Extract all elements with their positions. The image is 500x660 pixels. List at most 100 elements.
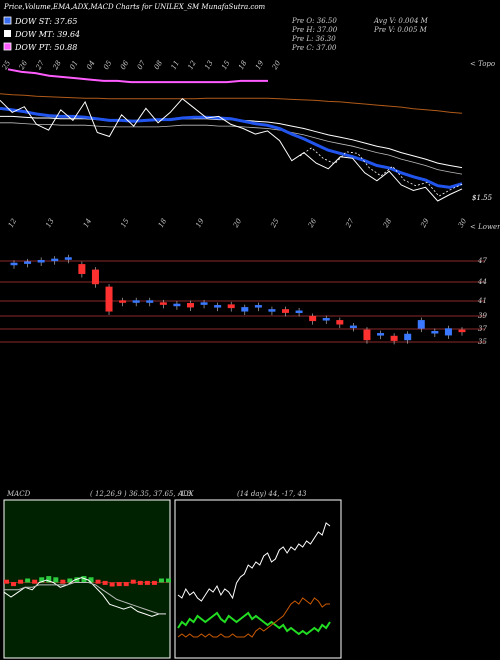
macd-histogram-bar xyxy=(102,580,108,585)
macd-histogram-bar xyxy=(39,577,45,583)
mid-panel-label: < Lower xyxy=(470,223,500,231)
candle-body xyxy=(146,300,154,303)
info-close: Pre C: 37.00 xyxy=(291,44,337,52)
date-tick-top: 06 xyxy=(119,59,131,71)
candle-body xyxy=(295,310,303,314)
candle-body xyxy=(336,320,344,325)
date-tick-bottom: 25 xyxy=(269,217,281,230)
macd-histogram-bar xyxy=(11,582,17,587)
date-tick-bottom: 29 xyxy=(419,217,431,230)
candle-body xyxy=(78,264,86,274)
macd-histogram-bar xyxy=(158,578,164,583)
date-tick-top: 26 xyxy=(17,59,29,72)
date-tick-bottom: 18 xyxy=(157,217,169,229)
date-tick-top: 04 xyxy=(85,59,96,71)
candle-body xyxy=(10,262,18,266)
date-tick-bottom: 30 xyxy=(457,217,469,229)
macd-histogram-bar xyxy=(137,580,143,585)
macd-histogram-bar xyxy=(81,576,87,583)
candle-body xyxy=(377,333,385,336)
date-tick-top: 07 xyxy=(136,59,148,71)
date-tick-top: 27 xyxy=(34,59,46,72)
info-low: Pre L: 36.30 xyxy=(291,35,336,43)
macd-histogram-bar xyxy=(116,582,122,587)
date-tick-top: 05 xyxy=(102,59,114,71)
macd-histogram-bar xyxy=(123,582,129,587)
series-line-ema-long xyxy=(0,93,463,114)
legend-item-pt: DOW PT: 50.88 xyxy=(3,42,77,52)
macd-histogram-bar xyxy=(46,576,52,583)
price-level-label: 37 xyxy=(478,325,487,333)
date-tick-bottom: 28 xyxy=(381,217,393,230)
date-tick-top: 12 xyxy=(186,59,198,71)
date-tick-bottom: 19 xyxy=(194,217,206,229)
date-tick-bottom: 20 xyxy=(231,217,243,230)
candle-body xyxy=(186,303,194,308)
candle-body xyxy=(390,335,398,341)
candle-body xyxy=(91,269,99,285)
date-tick-top: 18 xyxy=(237,59,249,71)
last-price-label: $1.55 xyxy=(472,194,493,202)
price-level-label: 35 xyxy=(478,338,487,346)
info-avg-volume: Avg V: 0.004 M xyxy=(373,17,429,25)
candle-body xyxy=(309,315,317,322)
date-tick-top: 20 xyxy=(270,59,282,72)
date-tick-bottom: 26 xyxy=(306,217,318,230)
legend-label-mt: DOW MT: 39.64 xyxy=(14,30,80,39)
legend: DOW ST: 37.65 DOW MT: 39.64 DOW PT: 50.8… xyxy=(3,16,80,52)
candle-body xyxy=(200,302,208,305)
candle-body xyxy=(24,261,32,264)
date-tick-top: 15 xyxy=(220,59,232,71)
candle-body xyxy=(282,309,290,313)
candle-body xyxy=(444,328,452,336)
candle-body xyxy=(105,286,113,312)
candle-body xyxy=(458,329,466,333)
date-tick-bottom: 27 xyxy=(344,217,356,230)
adx-plot xyxy=(177,522,331,638)
top-panel-label: < Topo xyxy=(470,60,495,68)
candle-body xyxy=(349,325,357,329)
macd-histogram-bar xyxy=(67,578,73,583)
price-level-label: 41 xyxy=(477,297,487,305)
macd-histogram-bar xyxy=(25,578,31,583)
series-line-dow-mt-band xyxy=(0,122,463,175)
candle-body xyxy=(268,309,276,312)
adx-panel xyxy=(174,499,342,659)
macd-histogram-bar xyxy=(32,579,38,584)
legend-swatch-st xyxy=(3,16,12,25)
macd-histogram-bar xyxy=(60,579,66,584)
legend-label-pt: DOW PT: 50.88 xyxy=(14,43,77,52)
candlestick-plot xyxy=(10,254,466,345)
page-title: Price,Volume,EMA,ADX,MACD Charts for UNI… xyxy=(3,3,266,11)
date-tick-top: 08 xyxy=(153,59,165,71)
minus-di-line xyxy=(177,597,330,638)
candle-body xyxy=(322,318,330,321)
candle-body xyxy=(227,304,235,309)
legend-item-mt: DOW MT: 39.64 xyxy=(4,30,80,39)
macd-panel xyxy=(3,499,171,659)
macd-histogram-bar xyxy=(130,579,136,584)
price-level-label: 44 xyxy=(477,278,487,286)
series-line-price xyxy=(0,98,463,202)
macd-histogram-bar xyxy=(88,577,94,583)
date-tick-bottom: 14 xyxy=(82,217,93,229)
macd-histogram-bar xyxy=(95,579,101,584)
macd-plot xyxy=(3,576,171,617)
plus-di-line xyxy=(177,611,331,636)
date-tick-top: 11 xyxy=(170,59,181,71)
adx-params: (14 day) 44, -17, 43 xyxy=(237,490,307,498)
price-info: Pre O: 36.50 Pre H: 37.00 Pre L: 36.30 P… xyxy=(291,17,429,52)
info-high: Pre H: 37.00 xyxy=(291,26,338,34)
macd-histogram-bar xyxy=(144,580,150,585)
candle-body xyxy=(214,305,222,308)
macd-signal-line xyxy=(4,582,166,615)
price-levels: 47 44 41 39 37 35 xyxy=(0,257,487,346)
macd-histogram-bar xyxy=(74,577,80,583)
macd-histogram-bar xyxy=(4,579,9,584)
date-tick-bottom: 15 xyxy=(119,217,131,229)
date-tick-top: 19 xyxy=(254,59,266,71)
info-open: Pre O: 36.50 xyxy=(291,17,337,25)
macd-line xyxy=(3,577,166,617)
candle-body xyxy=(254,305,262,308)
